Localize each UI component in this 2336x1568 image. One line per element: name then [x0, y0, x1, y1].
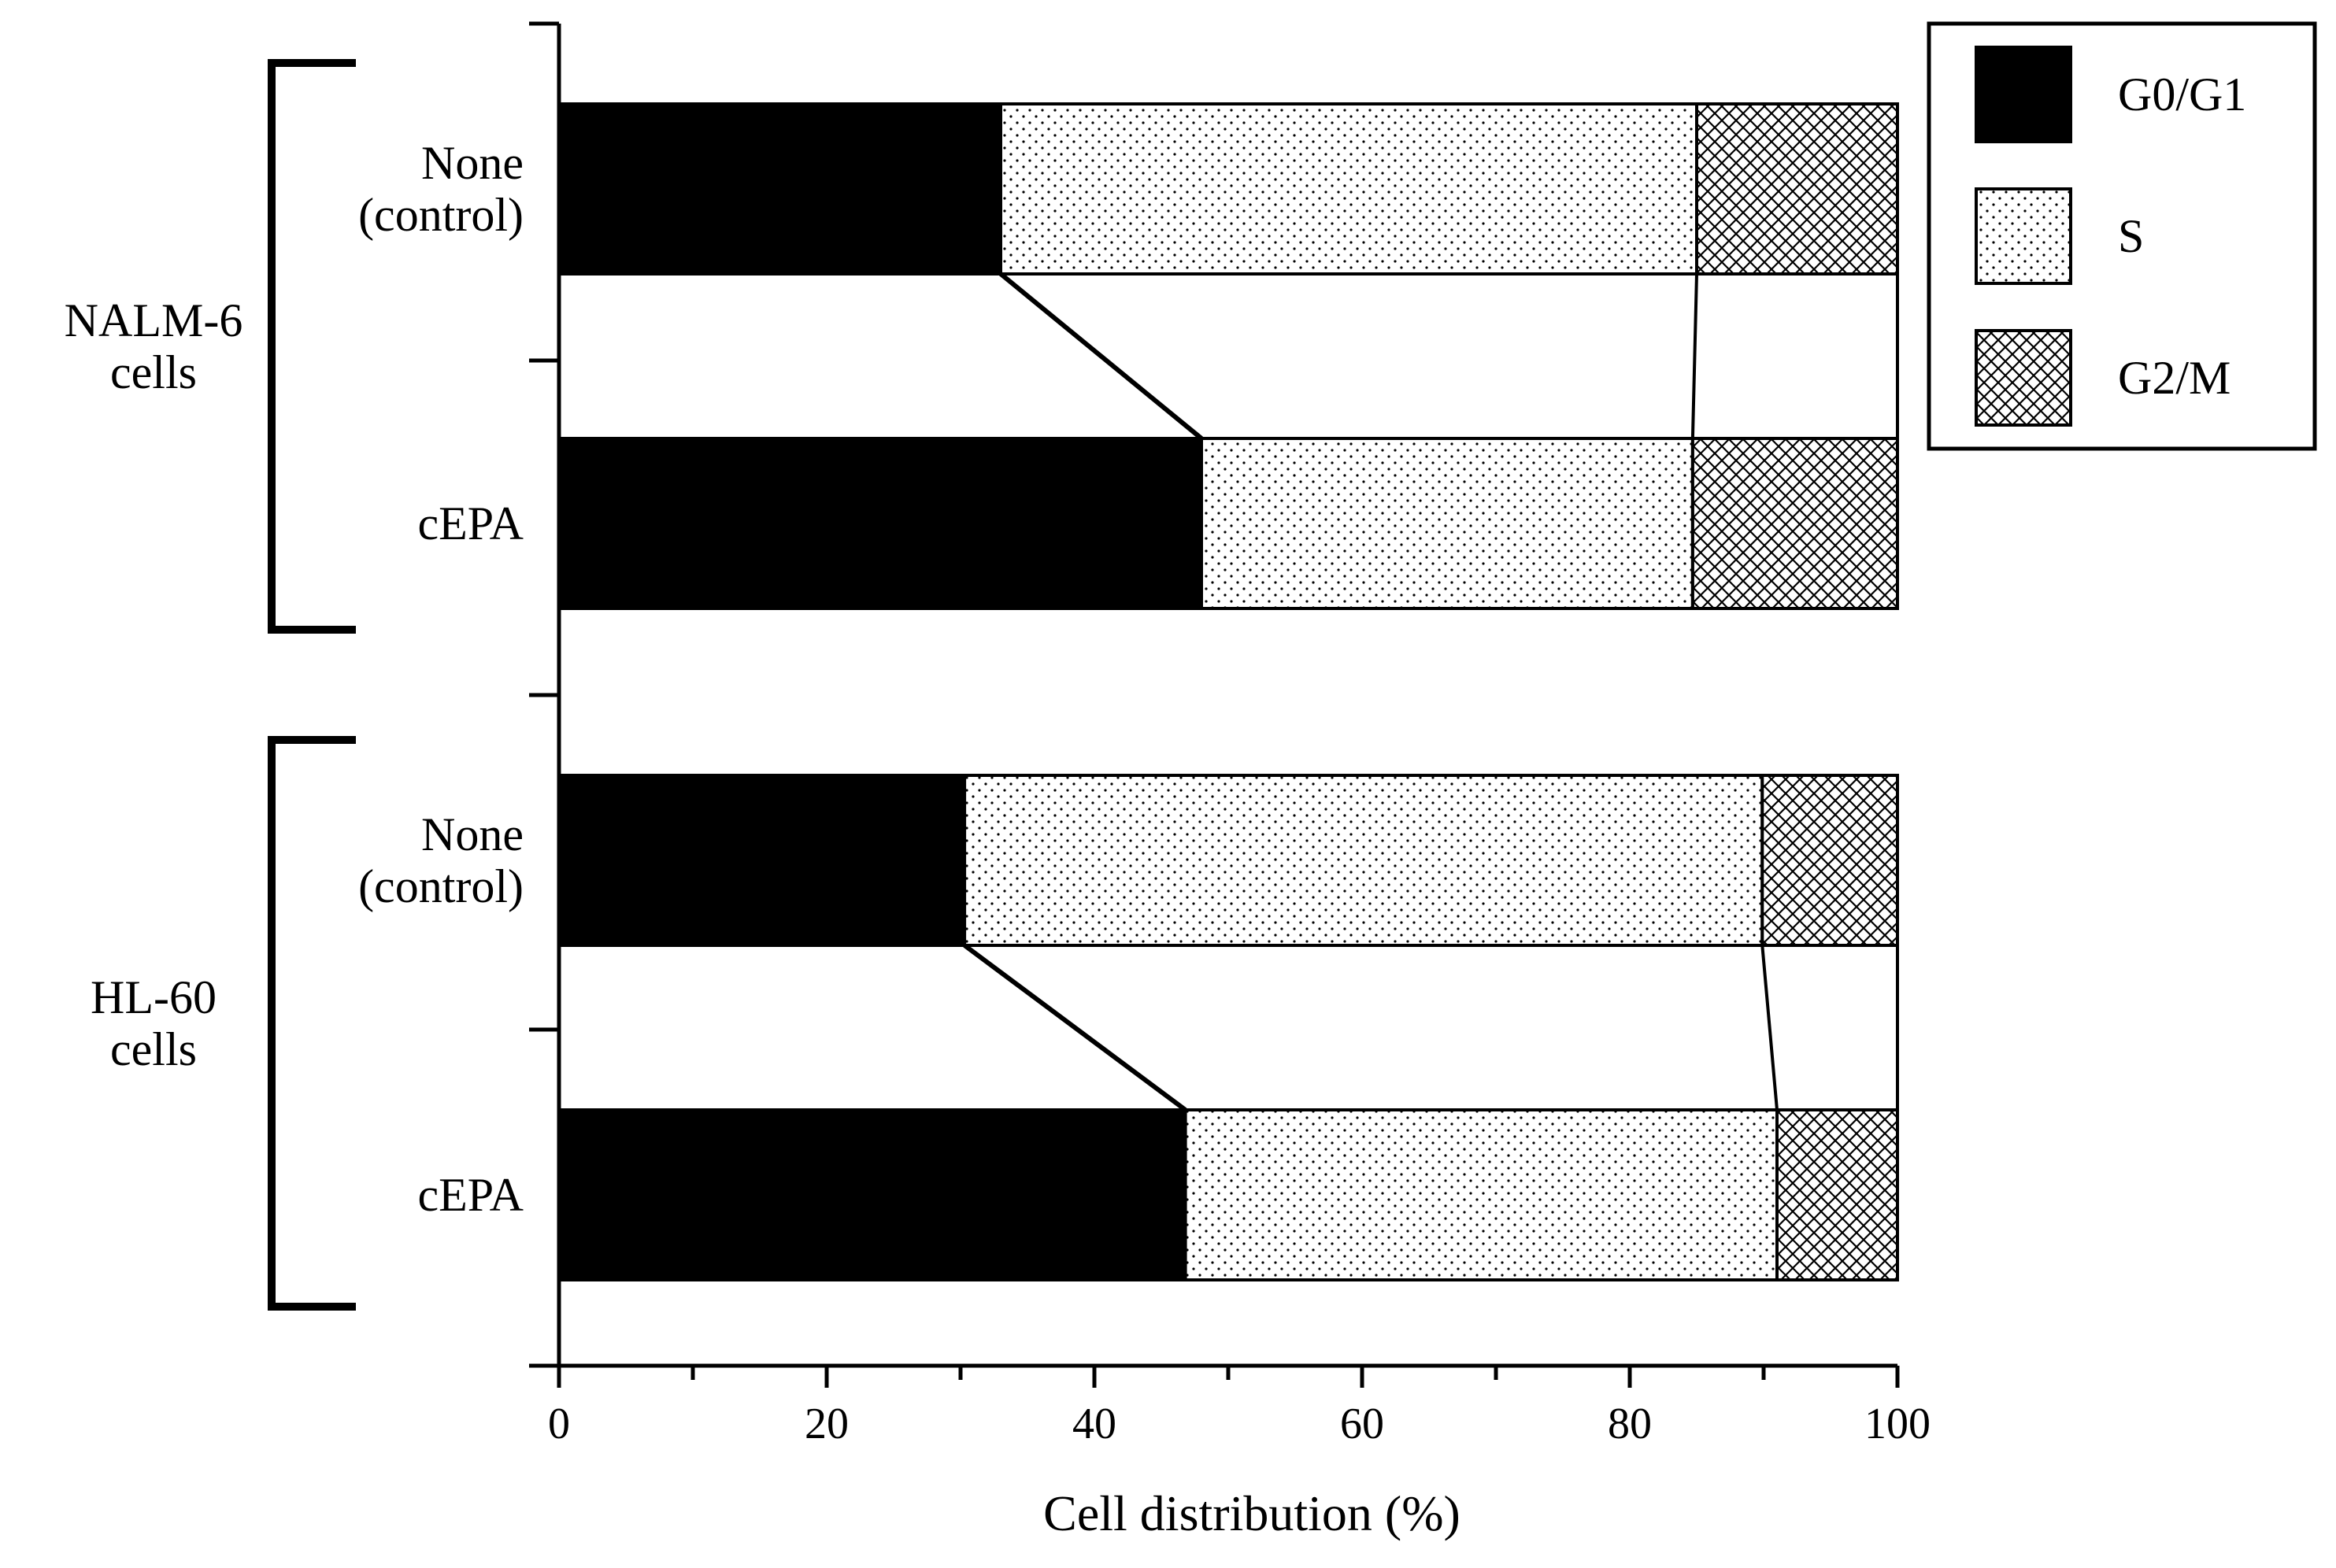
legend-label: G0/G1 [2118, 68, 2246, 120]
bar-segment-g2-m [1695, 102, 1899, 276]
legend-swatch-g0-g1 [1975, 46, 2072, 143]
category-label: None [421, 137, 524, 189]
bar-segment-s [1183, 1108, 1779, 1281]
group-label: cells [110, 346, 197, 398]
bar-segment-g0-g1 [557, 437, 1203, 610]
bar-segment-g2-m [1760, 774, 1900, 947]
bar-segment-g0-g1 [557, 774, 967, 947]
connector-line [1690, 273, 1698, 439]
bar-segment-g0-g1 [557, 1108, 1187, 1281]
legend-label: G2/M [2118, 352, 2230, 404]
x-tick-label: 20 [805, 1400, 849, 1448]
connector-line [999, 272, 1203, 441]
group-label: HL-60 [91, 971, 217, 1023]
bar-segment-s [963, 774, 1764, 947]
bar-segment-s [1200, 437, 1694, 610]
group-label: NALM-6 [65, 294, 243, 346]
legend-label: S [2118, 210, 2144, 262]
connector-line [963, 943, 1187, 1112]
group-bracket [268, 59, 356, 634]
category-label: None [421, 808, 524, 860]
legend-swatch-g2-m [1975, 329, 2072, 427]
connector-line [1760, 945, 1779, 1111]
category-label: cEPA [418, 1169, 524, 1221]
bar-segment-g2-m [1690, 437, 1899, 610]
legend-swatch-s [1975, 187, 2072, 285]
category-label: (control) [358, 189, 524, 241]
bar-segment-g0-g1 [557, 102, 1002, 276]
x-tick-label: 40 [1072, 1400, 1116, 1448]
group-bracket [268, 736, 356, 1311]
group-label: cells [110, 1023, 197, 1075]
category-label: cEPA [418, 497, 524, 549]
bar-segment-g2-m [1775, 1108, 1899, 1281]
x-axis-title: Cell distribution (%) [1043, 1485, 1460, 1541]
bar-segment-s [999, 102, 1698, 276]
x-tick-label: 80 [1608, 1400, 1652, 1448]
category-label: (control) [358, 860, 524, 912]
x-tick-label: 0 [548, 1400, 570, 1448]
x-tick-label: 60 [1340, 1400, 1384, 1448]
x-tick-label: 100 [1864, 1400, 1931, 1448]
